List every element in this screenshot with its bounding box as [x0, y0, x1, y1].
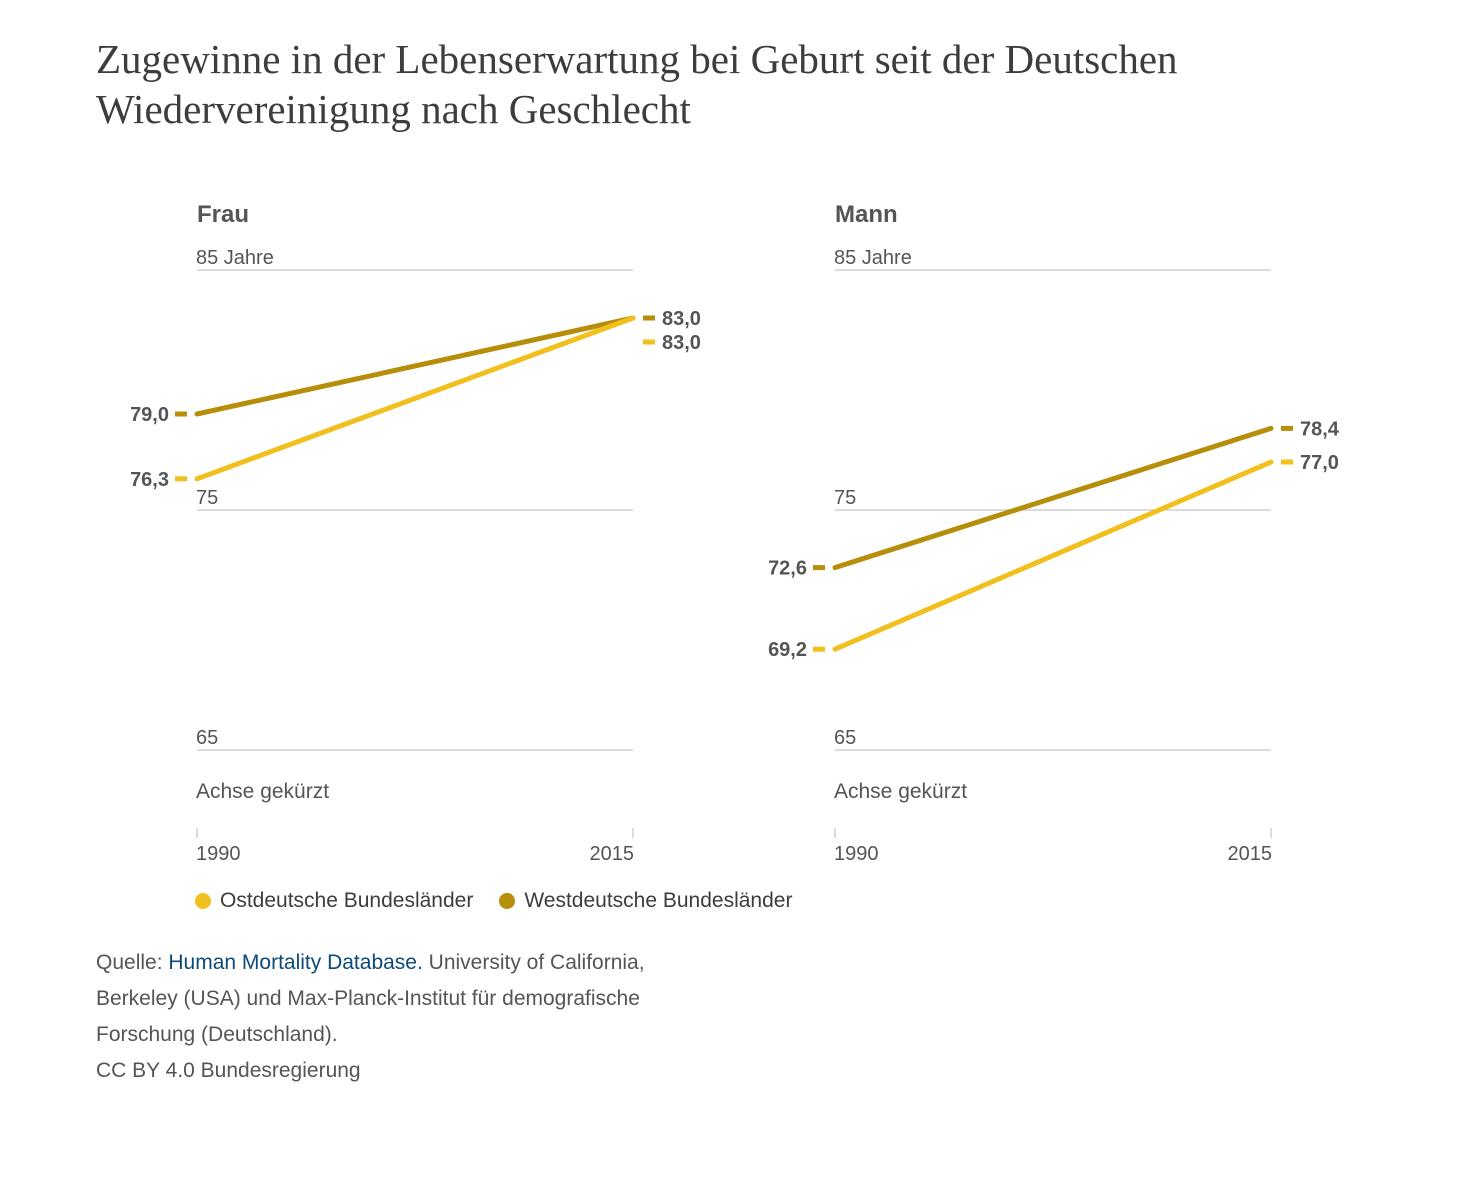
axis-note: Achse gekürzt — [196, 780, 329, 803]
panel-0: Frau 85 Jahre 75 65 Achse gekürzt 1990 2015 79,… — [130, 201, 701, 865]
start-value-label: 72,6 — [768, 558, 807, 580]
legend-label-west: Westdeutsche Bundesländer — [524, 889, 793, 912]
legend-item-ost: Ostdeutsche Bundesländer — [195, 889, 473, 913]
series-line-ost — [194, 315, 636, 482]
charts-svg: Frau 85 Jahre 75 65 Achse gekürzt 1990 2015 79,… — [130, 201, 1340, 865]
y-tick-label: 75 — [196, 487, 218, 509]
panel-1: Mann 85 Jahre 75 65 Achse gekürzt 1990 2015 72,… — [768, 201, 1340, 865]
panel-title: Mann — [835, 201, 898, 228]
x-tick-label: 1990 — [196, 843, 241, 865]
y-tick-label: 65 — [196, 727, 218, 749]
source-prefix: Quelle: — [96, 951, 169, 974]
y-tick-label: 85 Jahre — [834, 247, 912, 269]
axis-note: Achse gekürzt — [834, 780, 967, 803]
series-line-west — [832, 425, 1274, 571]
x-tick-label: 1990 — [834, 843, 879, 865]
y-tick-label: 65 — [834, 727, 856, 749]
end-value-label: 77,0 — [1300, 452, 1339, 474]
start-value-label: 76,3 — [130, 469, 169, 491]
legend-dot-ost — [195, 893, 211, 909]
source-rest: University of California, Berkeley (USA)… — [96, 951, 645, 1046]
legend: Ostdeutsche Bundesländer Westdeutsche Bu… — [195, 889, 818, 913]
y-tick-label: 85 Jahre — [196, 247, 274, 269]
source-link[interactable]: Human Mortality Database. — [168, 951, 423, 974]
series-line-west — [194, 315, 636, 417]
end-value-label: 83,0 — [662, 332, 701, 354]
y-tick-label: 75 — [834, 487, 856, 509]
series-line-ost — [832, 459, 1274, 652]
legend-dot-west — [499, 893, 516, 909]
end-value-label: 78,4 — [1300, 418, 1340, 440]
end-value-label: 83,0 — [662, 308, 701, 330]
x-tick-label: 2015 — [590, 843, 635, 865]
panel-title: Frau — [197, 201, 249, 228]
legend-item-west: Westdeutsche Bundesländer — [499, 889, 792, 913]
source-note: Quelle: Human Mortality Database. Univer… — [96, 945, 716, 1089]
x-tick-label: 2015 — [1228, 843, 1273, 865]
legend-label-ost: Ostdeutsche Bundesländer — [220, 889, 474, 912]
start-value-label: 69,2 — [768, 639, 807, 661]
source-license: CC BY 4.0 Bundesregierung — [96, 1059, 361, 1082]
start-value-label: 79,0 — [130, 404, 169, 426]
chart-title: Zugewinne in der Lebenserwartung bei Geb… — [96, 36, 1178, 132]
